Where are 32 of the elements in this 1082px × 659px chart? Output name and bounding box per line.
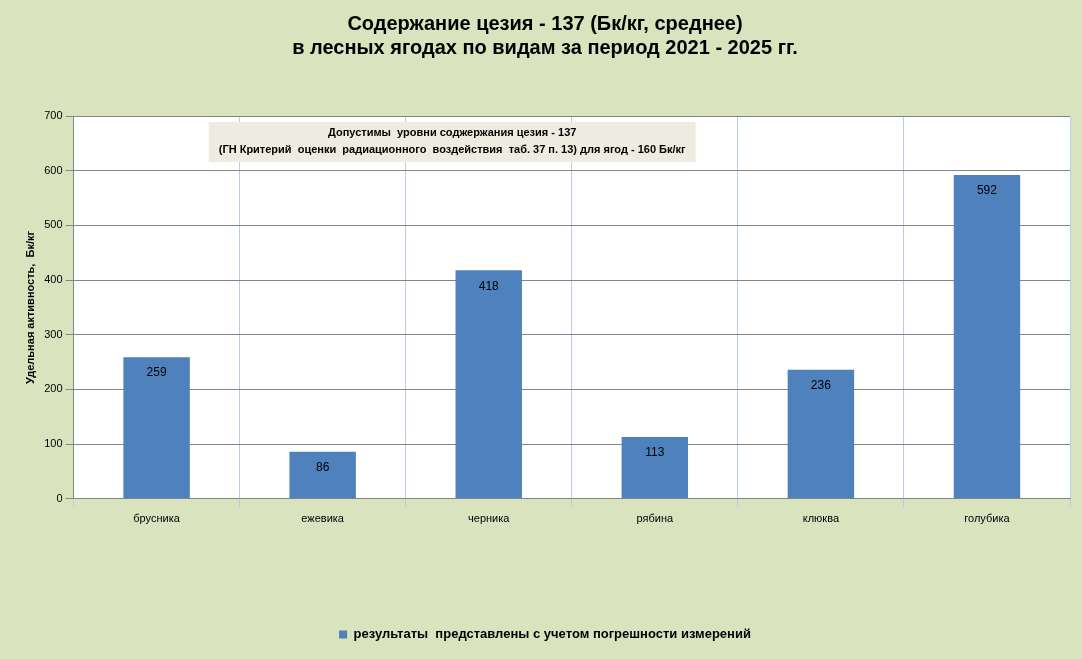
- data-label: 86: [315, 460, 330, 475]
- data-label: 236: [810, 378, 832, 393]
- annotation: Допустимы уровни соджержания цезия - 137: [328, 126, 577, 139]
- annotation: (ГН Критерий оценки радиационного воздействия таб. 37 п. 13) для ягод - 160 Бк/кг: [218, 143, 687, 156]
- x-tick-label: ежевика: [301, 512, 345, 525]
- text: в лесных ягодах по видам за период 2021 - 2025 гг.: [292, 35, 798, 58]
- data-label: 259: [146, 365, 167, 380]
- y-tick-label: 300: [44, 327, 63, 340]
- y-tick-label: 700: [44, 109, 63, 122]
- data-label: 592: [976, 183, 998, 198]
- y-tick-label: 600: [44, 163, 63, 176]
- x-tick-label: брусника: [133, 512, 181, 525]
- y-tick-label: 100: [44, 437, 63, 450]
- x-tick-label: голубика: [964, 512, 1011, 525]
- x-tick-label: рябина: [636, 512, 674, 525]
- x-tick-label: черника: [468, 512, 511, 525]
- data-label: 418: [478, 278, 500, 293]
- y-tick-label: 400: [44, 273, 63, 286]
- bar: [455, 270, 522, 499]
- y-tick-label: 200: [44, 382, 63, 395]
- data-label: 113: [645, 445, 665, 460]
- y-axis-title: Удельная активность, Бк/кг: [23, 230, 36, 384]
- bar: [621, 437, 689, 499]
- bar: [289, 451, 356, 499]
- legend-label: результаты представлены с учетом погрешности измерений: [353, 626, 751, 642]
- y-tick-label: 0: [56, 491, 63, 504]
- y-tick-label: 500: [44, 218, 63, 231]
- x-tick-label: клюква: [802, 512, 840, 525]
- text: Содержание цезия - 137 (Бк/кг, среднее): [347, 11, 743, 34]
- bar: [123, 357, 190, 499]
- bar: [953, 175, 1021, 499]
- bar: [787, 369, 855, 499]
